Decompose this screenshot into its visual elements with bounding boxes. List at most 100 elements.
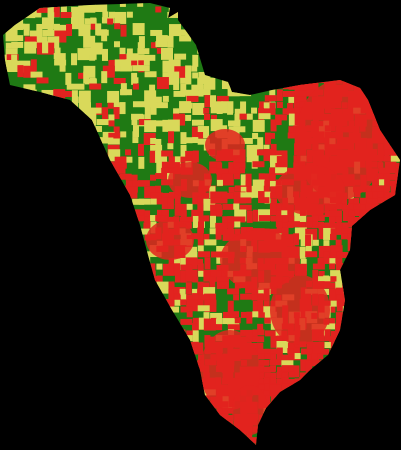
red-class-patch xyxy=(149,347,162,354)
red-class-patch xyxy=(5,258,18,271)
red-class-patch xyxy=(54,408,67,421)
red-class-patch xyxy=(3,396,6,409)
yellow-class-patch xyxy=(53,131,60,144)
red-class-patch xyxy=(126,252,139,259)
red-class-patch xyxy=(125,312,132,319)
red-class-patch xyxy=(179,443,192,445)
red-class-patch xyxy=(329,222,342,229)
yellow-class-patch xyxy=(192,288,199,295)
yellow-class-patch xyxy=(150,29,163,36)
red-class-patch xyxy=(47,281,60,288)
red-class-patch xyxy=(101,348,108,355)
yellow-class-patch xyxy=(59,65,66,72)
yellow-class-patch xyxy=(89,234,96,241)
yellow-class-patch xyxy=(5,318,18,325)
red-class-patch xyxy=(312,42,325,55)
red-class-patch xyxy=(29,245,36,258)
red-class-patch xyxy=(341,360,348,373)
yellow-class-patch xyxy=(90,258,103,265)
yellow-class-patch xyxy=(179,5,186,18)
red-class-patch xyxy=(174,437,181,445)
yellow-class-patch xyxy=(372,234,385,247)
yellow-class-patch xyxy=(35,179,42,186)
red-class-patch xyxy=(173,413,186,420)
yellow-class-patch xyxy=(275,167,288,174)
red-class-patch xyxy=(72,305,79,318)
red-class-patch xyxy=(138,276,151,289)
red-class-patch xyxy=(71,426,78,433)
red-class-patch xyxy=(324,29,331,42)
yellow-class-patch xyxy=(204,65,211,72)
red-class-patch xyxy=(288,444,301,445)
red-class-patch xyxy=(78,191,91,204)
red-class-patch xyxy=(113,77,126,84)
yellow-class-patch xyxy=(269,426,276,439)
yellow-class-patch xyxy=(30,131,43,138)
red-class-patch xyxy=(5,395,18,408)
red-class-patch xyxy=(102,222,109,229)
red-class-patch xyxy=(390,36,400,49)
yellow-class-patch xyxy=(6,138,13,145)
yellow-class-patch xyxy=(35,263,42,276)
red-class-patch xyxy=(125,354,132,367)
red-class-patch xyxy=(3,306,13,319)
yellow-class-patch xyxy=(6,300,19,307)
red-class-patch xyxy=(125,174,138,181)
red-class-patch xyxy=(180,426,187,433)
red-class-patch xyxy=(59,426,66,439)
red-class-patch xyxy=(240,444,253,445)
red-class-patch xyxy=(234,185,247,192)
red-class-patch xyxy=(156,383,163,396)
red-class-patch xyxy=(36,173,43,180)
red-class-patch xyxy=(215,432,228,439)
red-class-patch xyxy=(306,216,313,223)
yellow-class-patch xyxy=(71,113,84,120)
red-class-patch xyxy=(336,6,343,13)
yellow-class-patch xyxy=(11,60,24,67)
yellow-class-patch xyxy=(83,71,90,84)
red-class-patch xyxy=(119,191,132,198)
red-class-patch xyxy=(3,174,7,187)
red-class-patch xyxy=(95,263,102,276)
red-class-patch xyxy=(390,119,397,132)
yellow-class-patch xyxy=(149,96,162,103)
red-class-patch xyxy=(239,113,252,120)
red-class-patch xyxy=(150,383,163,390)
red-class-patch xyxy=(36,6,49,13)
yellow-class-patch xyxy=(395,407,400,414)
red-class-patch xyxy=(342,407,349,414)
yellow-class-patch xyxy=(251,54,258,67)
red-class-patch xyxy=(281,402,288,409)
red-class-patch xyxy=(239,197,252,204)
red-class-patch xyxy=(11,348,24,361)
red-class-patch xyxy=(192,6,199,19)
red-class-patch xyxy=(192,384,199,397)
red-class-patch xyxy=(353,395,366,402)
red-class-patch xyxy=(90,420,103,433)
red-class-patch xyxy=(89,365,102,378)
yellow-class-patch xyxy=(240,108,247,115)
red-class-patch xyxy=(353,306,360,319)
red-class-patch xyxy=(347,264,360,271)
red-class-patch xyxy=(395,96,400,103)
red-class-patch xyxy=(162,371,175,384)
red-class-patch xyxy=(42,353,55,366)
yellow-class-patch xyxy=(23,12,36,19)
red-class-patch xyxy=(95,437,108,444)
red-class-patch xyxy=(389,215,396,228)
red-class-patch xyxy=(161,150,174,157)
red-class-patch xyxy=(258,359,265,366)
red-class-patch xyxy=(342,341,349,348)
yellow-class-patch xyxy=(233,126,246,133)
yellow-class-patch xyxy=(12,354,25,367)
red-class-patch xyxy=(389,275,400,282)
red-class-patch xyxy=(108,276,121,283)
red-class-patch xyxy=(35,288,48,295)
red-class-patch xyxy=(396,221,400,234)
red-class-patch xyxy=(191,407,204,420)
red-class-patch xyxy=(179,401,192,414)
yellow-class-patch xyxy=(251,60,258,73)
red-class-patch xyxy=(257,294,264,301)
red-class-patch xyxy=(251,443,258,445)
yellow-class-patch xyxy=(12,282,25,289)
